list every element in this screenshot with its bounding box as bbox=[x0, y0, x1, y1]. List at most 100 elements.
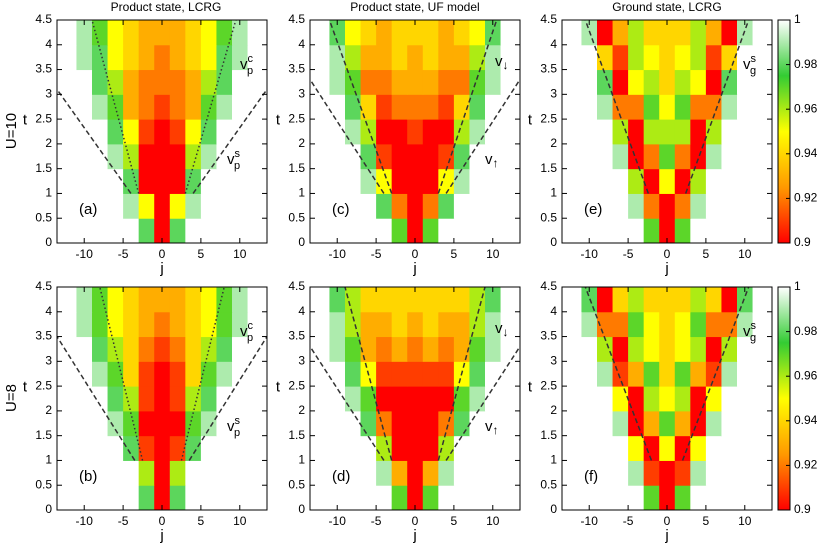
annotation-text: v bbox=[485, 151, 493, 168]
cell bbox=[247, 410, 264, 437]
cell bbox=[169, 168, 186, 194]
cell bbox=[485, 193, 502, 219]
cell bbox=[313, 44, 330, 71]
cell bbox=[690, 218, 707, 243]
guide-line bbox=[328, 20, 393, 194]
cell bbox=[200, 20, 217, 46]
cell bbox=[485, 485, 502, 510]
cell bbox=[376, 94, 393, 120]
cell bbox=[247, 119, 264, 145]
cell bbox=[60, 410, 77, 437]
cell bbox=[752, 218, 769, 243]
cell bbox=[107, 435, 124, 461]
cell bbox=[453, 386, 470, 412]
cell bbox=[628, 94, 645, 120]
cell bbox=[76, 168, 93, 194]
cell bbox=[391, 435, 408, 461]
annotation: vs g bbox=[743, 320, 757, 344]
guide-line bbox=[57, 336, 136, 461]
y-tick-label: 1.5 bbox=[35, 161, 52, 175]
cell bbox=[674, 410, 691, 437]
cell bbox=[313, 386, 330, 412]
cell bbox=[92, 44, 109, 71]
cell bbox=[345, 218, 362, 243]
cell bbox=[391, 386, 408, 412]
cell bbox=[690, 361, 707, 387]
annotation-sup: c bbox=[248, 320, 254, 332]
cell bbox=[313, 485, 330, 510]
cell bbox=[565, 435, 582, 461]
cell bbox=[391, 287, 408, 313]
cell bbox=[643, 485, 660, 510]
cell bbox=[690, 119, 707, 145]
cell bbox=[659, 119, 676, 145]
cell bbox=[154, 94, 171, 120]
cell bbox=[612, 311, 629, 338]
cell bbox=[407, 193, 424, 219]
cell bbox=[581, 168, 598, 194]
cell bbox=[345, 435, 362, 461]
cell bbox=[500, 386, 517, 412]
cell bbox=[438, 69, 455, 95]
cell bbox=[628, 143, 645, 170]
y-tick-label: 3.5 bbox=[35, 329, 52, 343]
cell bbox=[485, 361, 502, 387]
cell bbox=[60, 485, 77, 510]
cell bbox=[391, 410, 408, 437]
cell bbox=[92, 218, 109, 243]
cell bbox=[674, 119, 691, 145]
cell bbox=[200, 336, 217, 362]
cell bbox=[169, 218, 186, 243]
cell bbox=[360, 485, 377, 510]
cell bbox=[721, 69, 738, 95]
cell bbox=[138, 460, 155, 486]
cell bbox=[597, 386, 614, 412]
cell bbox=[690, 193, 707, 219]
cell bbox=[123, 287, 140, 313]
cell bbox=[200, 168, 217, 194]
cell bbox=[107, 69, 124, 95]
cell bbox=[169, 20, 186, 46]
annotation-sub: g bbox=[750, 65, 756, 77]
y-tick-label: 2 bbox=[45, 403, 52, 417]
cell bbox=[185, 460, 202, 486]
cell bbox=[329, 69, 346, 95]
cell bbox=[360, 69, 377, 95]
cell bbox=[485, 143, 502, 170]
colorbar bbox=[777, 19, 791, 244]
guide-line bbox=[437, 287, 486, 461]
cell bbox=[643, 44, 660, 71]
cell bbox=[500, 460, 517, 486]
annotation-sub: ↑ bbox=[493, 156, 499, 170]
cell bbox=[60, 69, 77, 95]
cell bbox=[581, 94, 598, 120]
cell bbox=[643, 193, 660, 219]
cell bbox=[247, 69, 264, 95]
cell bbox=[185, 386, 202, 412]
y-axis-label: t bbox=[528, 378, 533, 395]
cell bbox=[138, 119, 155, 145]
cell bbox=[92, 119, 109, 145]
cell bbox=[721, 460, 738, 486]
cell bbox=[422, 193, 439, 219]
cell bbox=[247, 287, 264, 313]
cell bbox=[313, 460, 330, 486]
cell bbox=[329, 460, 346, 486]
cell bbox=[216, 20, 233, 46]
y-tick-label: 4 bbox=[45, 37, 52, 51]
x-tick-label: 0 bbox=[159, 514, 166, 528]
cell bbox=[154, 218, 171, 243]
cell bbox=[345, 44, 362, 71]
cell bbox=[690, 94, 707, 120]
cell bbox=[705, 94, 722, 120]
cell bbox=[107, 485, 124, 510]
cell bbox=[565, 218, 582, 243]
annotation-text: v bbox=[240, 56, 248, 73]
y-axis-label: t bbox=[23, 111, 28, 128]
y-tick-label: 3.5 bbox=[288, 329, 305, 343]
cell bbox=[705, 20, 722, 46]
cell bbox=[376, 410, 393, 437]
cell bbox=[565, 94, 582, 120]
colorbar-tick-label: 0.92 bbox=[794, 191, 818, 205]
cell bbox=[107, 119, 124, 145]
